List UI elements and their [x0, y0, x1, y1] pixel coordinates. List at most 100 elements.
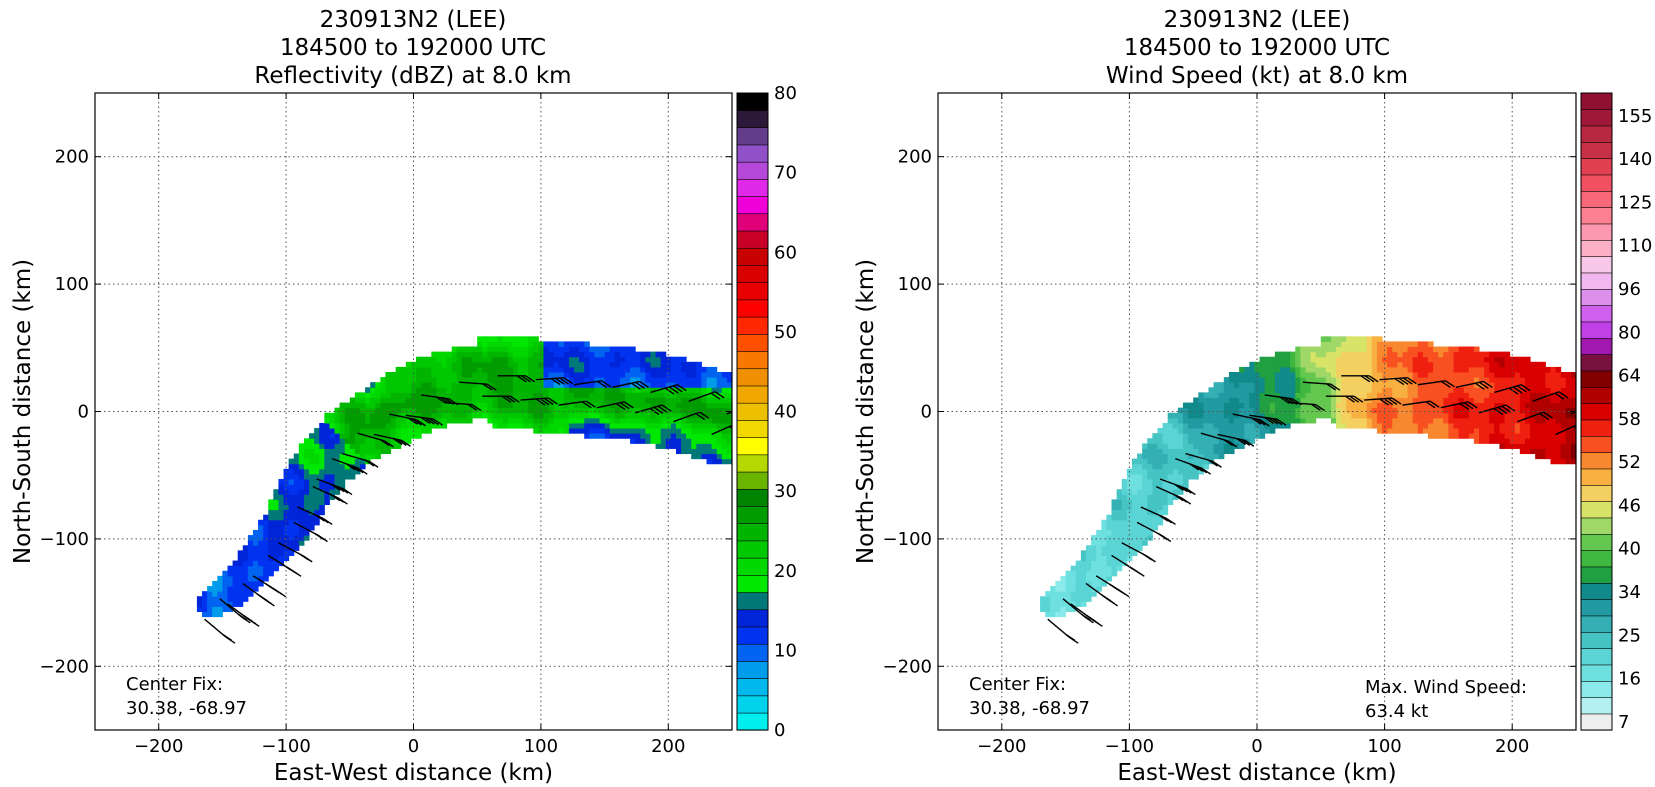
field-cell: [1570, 443, 1576, 449]
field-cell: [630, 392, 636, 398]
field-cell: [456, 361, 463, 368]
field-cell: [1412, 382, 1419, 388]
field-cell: [538, 402, 544, 409]
field-cell: [1484, 428, 1490, 434]
wind-barb-flag: [1539, 412, 1550, 421]
field-cell: [650, 361, 657, 368]
field-cell: [1458, 372, 1465, 378]
field-cell: [1392, 412, 1398, 419]
field-cell: [579, 382, 585, 388]
field-cell: [1320, 377, 1327, 383]
field-cell: [1198, 448, 1204, 455]
field-cell: [1279, 422, 1286, 429]
field-cell: [242, 596, 249, 602]
wind-barb-shaft: [331, 457, 359, 469]
field-cell: [1147, 448, 1153, 455]
field-cell: [1111, 499, 1118, 506]
field-cell: [543, 407, 550, 414]
field-cell: [1519, 361, 1526, 368]
field-cell: [1254, 361, 1261, 368]
field-cell: [1080, 550, 1087, 556]
field-cell: [1182, 468, 1189, 475]
field-cell: [426, 428, 432, 434]
field-cell: [252, 570, 259, 577]
field-cell: [273, 529, 279, 536]
x-tick-label: 0: [408, 736, 419, 757]
field-cell: [1157, 499, 1164, 506]
field-cell: [1305, 372, 1312, 378]
field-cell: [344, 443, 351, 449]
field-cell: [1356, 356, 1363, 363]
field-cell: [1361, 382, 1368, 388]
wind-barb-flag: [1368, 375, 1379, 383]
field-cell: [298, 509, 305, 516]
field-cell: [1060, 575, 1067, 582]
field-cell: [609, 387, 616, 393]
field-cell: [579, 397, 585, 404]
field-cell: [1530, 448, 1536, 455]
field-cell: [242, 575, 249, 582]
field-cell: [263, 570, 269, 577]
field-cell: [1448, 428, 1455, 434]
field-cell: [1530, 377, 1536, 383]
field-cell: [1463, 356, 1470, 363]
field-cell: [421, 366, 427, 373]
field-cell: [1443, 361, 1449, 368]
field-cell: [1305, 397, 1312, 404]
field-cell: [1484, 377, 1490, 383]
field-cell: [405, 402, 412, 409]
field-cell: [1346, 417, 1352, 424]
field-cell: [1489, 361, 1495, 368]
wind-barb-flag: [729, 425, 732, 429]
field-cell: [1101, 560, 1107, 567]
field-cell: [726, 397, 732, 404]
wind-barb-flag: [1497, 406, 1508, 414]
field-cell: [1218, 428, 1225, 434]
field-cell: [1453, 377, 1460, 383]
field-cell: [416, 366, 422, 373]
field-cell: [1366, 336, 1373, 342]
field-cell: [370, 448, 376, 455]
field-cell: [1188, 443, 1194, 449]
field-cell: [278, 535, 285, 541]
field-cell: [533, 422, 539, 429]
field-cell: [482, 407, 488, 414]
wind-barb-flag: [1573, 425, 1576, 429]
field-cell: [298, 494, 305, 500]
field-cell: [660, 387, 667, 393]
field-cell: [1509, 443, 1516, 449]
wind-barb-flag: [1142, 553, 1153, 561]
field-cell: [1137, 468, 1143, 475]
field-cell: [1494, 397, 1500, 404]
field-cell: [1300, 372, 1306, 378]
field-cell: [456, 397, 463, 404]
field-cell: [482, 346, 488, 353]
wind-barb-flag: [1315, 403, 1325, 412]
field-cell: [624, 433, 631, 439]
colorbar-tick-label: 25: [1618, 625, 1641, 646]
wind-barbs: [204, 375, 732, 644]
field-cell: [303, 529, 310, 536]
field-cell: [1443, 372, 1449, 378]
field-cell: [1152, 494, 1158, 500]
field-cell: [1162, 453, 1169, 460]
field-cell: [599, 372, 606, 378]
field-cell: [273, 504, 279, 511]
field-cell: [726, 448, 732, 455]
field-cell: [1331, 397, 1337, 404]
field-cell: [390, 402, 397, 409]
field-cell: [242, 591, 249, 597]
field-cell: [390, 397, 397, 404]
field-cell: [487, 392, 493, 398]
field-cell: [232, 591, 239, 597]
field-cell: [1387, 428, 1393, 434]
field-cell: [568, 341, 575, 348]
field-cell: [1489, 407, 1495, 414]
wind-barb-flag: [237, 613, 248, 621]
field-cell: [1560, 453, 1567, 460]
field-cell: [548, 392, 555, 398]
field-cell: [1203, 402, 1210, 409]
field-cell: [390, 387, 397, 393]
field-cell: [594, 433, 601, 439]
field-cell: [1239, 392, 1245, 398]
